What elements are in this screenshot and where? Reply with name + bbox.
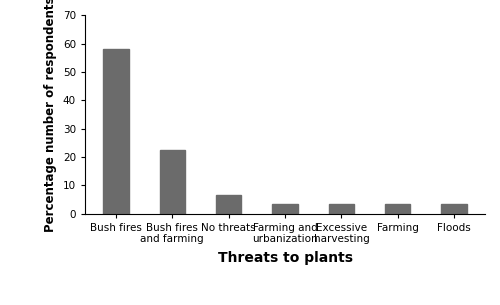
Bar — [216, 195, 242, 214]
Bar — [442, 204, 467, 214]
Bar — [328, 204, 354, 214]
Bar — [272, 204, 297, 214]
Bar — [103, 49, 128, 214]
X-axis label: Threats to plants: Threats to plants — [218, 251, 352, 265]
Bar — [160, 150, 185, 214]
Bar — [385, 204, 410, 214]
Y-axis label: Percentage number of respondents: Percentage number of respondents — [44, 0, 58, 232]
